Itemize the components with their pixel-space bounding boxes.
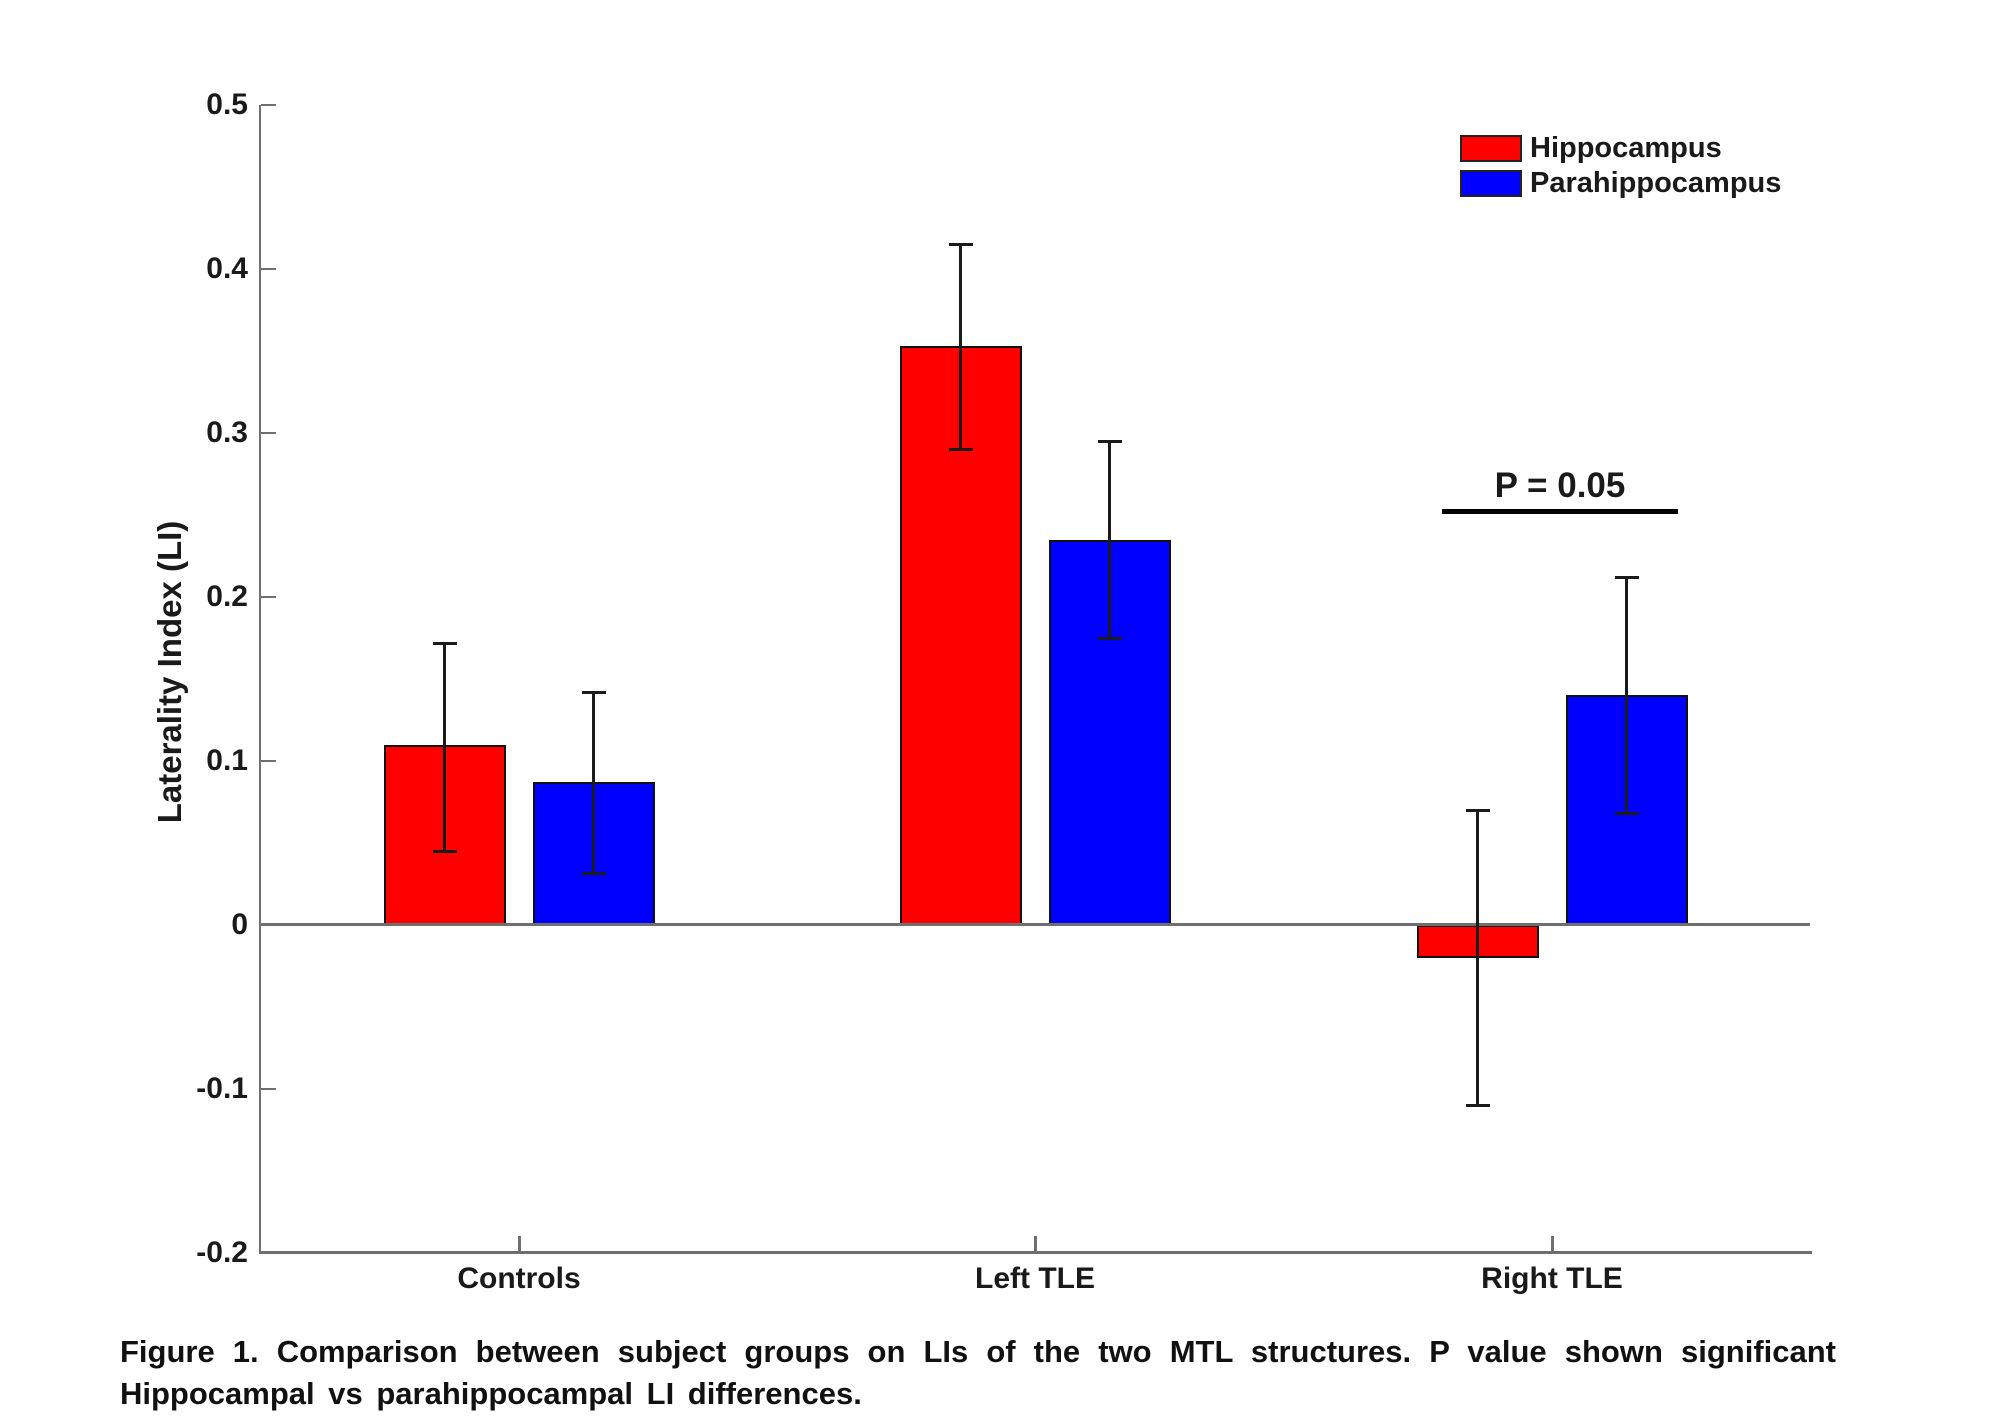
error-bar-parahippocampus-left-tle xyxy=(1108,441,1111,638)
y-tick-mark-0.5 xyxy=(261,104,276,106)
error-cap-top-hippocampus-right-tle xyxy=(1465,809,1490,813)
error-bar-parahippocampus-controls xyxy=(592,692,595,873)
y-tick-label-0.3: 0.3 xyxy=(206,416,248,449)
x-tick-mark-controls xyxy=(517,1236,521,1253)
y-tick-mark-0.1 xyxy=(261,760,276,762)
y-tick-mark-0.4 xyxy=(261,268,276,270)
error-cap-bottom-parahippocampus-left-tle xyxy=(1097,637,1122,640)
y-axis-spine xyxy=(259,105,261,1253)
error-cap-bottom-hippocampus-right-tle xyxy=(1465,1104,1490,1108)
p-value-text: P = 0.05 xyxy=(1494,466,1626,505)
zero-baseline xyxy=(261,923,1810,926)
x-tick-label-left-tle: Left TLE xyxy=(975,1262,1095,1295)
x-tick-label-right-tle: Right TLE xyxy=(1481,1262,1623,1295)
legend-label-hippocampus: Hippocampus xyxy=(1530,131,1722,164)
error-cap-top-parahippocampus-controls xyxy=(581,691,606,695)
figure-caption: Figure 1. Comparison between subject gro… xyxy=(120,1331,1836,1415)
y-tick-label--0.1: -0.1 xyxy=(196,1072,248,1105)
y-tick-mark-0.2 xyxy=(261,596,276,598)
y-tick-label-0.1: 0.1 xyxy=(206,744,248,777)
error-bar-parahippocampus-right-tle xyxy=(1625,577,1628,814)
x-tick-label-controls: Controls xyxy=(457,1262,581,1295)
error-cap-bottom-parahippocampus-controls xyxy=(581,871,606,875)
error-bar-hippocampus-left-tle xyxy=(959,244,962,450)
error-cap-bottom-hippocampus-left-tle xyxy=(948,448,973,452)
caption-line-1: Figure 1. Comparison between subject gro… xyxy=(120,1334,1836,1369)
legend-label-parahippocampus: Parahippocampus xyxy=(1530,166,1782,199)
y-tick-label-0.5: 0.5 xyxy=(206,88,248,121)
error-cap-top-parahippocampus-left-tle xyxy=(1097,440,1122,444)
error-bar-hippocampus-right-tle xyxy=(1476,810,1479,1106)
legend-swatch-hippocampus xyxy=(1460,134,1522,162)
error-cap-top-hippocampus-left-tle xyxy=(948,243,973,247)
error-cap-top-parahippocampus-right-tle xyxy=(1614,576,1639,580)
legend-item-hippocampus: Hippocampus xyxy=(1460,133,1722,163)
y-axis-label: Laterality Index (LI) xyxy=(151,520,188,824)
error-cap-top-hippocampus-controls xyxy=(432,641,457,645)
y-tick-label-0.4: 0.4 xyxy=(206,252,248,285)
significance-line xyxy=(1442,509,1678,514)
y-tick-label--0.2: -0.2 xyxy=(196,1236,248,1269)
error-cap-bottom-parahippocampus-right-tle xyxy=(1614,812,1639,816)
y-tick-mark-0.3 xyxy=(261,432,276,434)
y-tick-label-0.2: 0.2 xyxy=(206,580,248,613)
caption-line-2: Hippocampal vs parahippocampal LI differ… xyxy=(120,1376,862,1411)
legend-swatch-parahippocampus xyxy=(1460,169,1522,197)
x-tick-mark-left-tle xyxy=(1033,1236,1037,1253)
legend-item-parahippocampus: Parahippocampus xyxy=(1460,168,1781,198)
y-tick-label-0: 0 xyxy=(231,908,248,941)
y-tick-mark--0.1 xyxy=(261,1088,276,1090)
x-tick-mark-right-tle xyxy=(1550,1236,1554,1253)
error-cap-bottom-hippocampus-controls xyxy=(432,850,457,854)
error-bar-hippocampus-controls xyxy=(443,642,446,852)
